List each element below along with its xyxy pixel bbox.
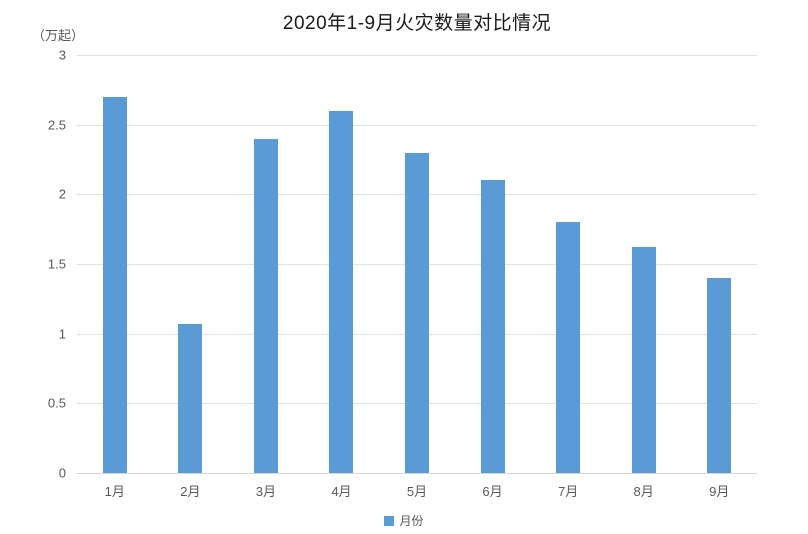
y-tick-label: 3 (58, 47, 66, 63)
plot-area (77, 55, 757, 474)
y-tick-label: 2.5 (47, 117, 66, 133)
x-tick-label: 2月 (180, 484, 201, 499)
bar-7月 (556, 222, 581, 473)
x-tick-label: 4月 (331, 484, 352, 499)
x-tick-label: 6月 (482, 484, 503, 499)
y-tick-label: 0 (58, 465, 66, 481)
bar-3月 (253, 138, 278, 473)
legend: 月份 (0, 512, 808, 529)
bar-2月 (178, 323, 203, 473)
legend-label: 月份 (399, 514, 424, 528)
bar-5月 (405, 152, 429, 473)
x-tick-label: 7月 (557, 484, 579, 499)
gridline (77, 124, 757, 126)
bar-4月 (329, 110, 354, 473)
bar-1月 (102, 96, 127, 473)
legend-color-swatch (384, 515, 395, 526)
y-axis-unit-label: （万起） (32, 28, 85, 43)
bar-8月 (631, 247, 656, 473)
x-axis-labels: 1月 2月 3月 4月 5月 6月 7月 8月 9月 (0, 481, 808, 499)
x-axis-line (77, 473, 757, 474)
chart-title: 2020年1-9月火灾数量对比情况 (282, 13, 552, 34)
y-tick-label: 0.5 (47, 395, 66, 411)
x-tick-label: 3月 (255, 484, 276, 499)
y-tick-label: 1 (58, 326, 66, 342)
bar-9月 (707, 277, 732, 473)
x-tick-label: 9月 (709, 484, 730, 499)
gridline (77, 55, 757, 56)
x-tick-label: 1月 (104, 484, 125, 499)
x-tick-label: 5月 (406, 484, 428, 499)
bar-6月 (480, 180, 505, 473)
y-axis-tick-labels: 0 0.5 1 1.5 2 2.5 3 (0, 0, 66, 534)
y-tick-label: 1.5 (47, 256, 66, 272)
x-tick-label: 8月 (633, 484, 654, 499)
y-tick-label: 2 (58, 186, 66, 202)
